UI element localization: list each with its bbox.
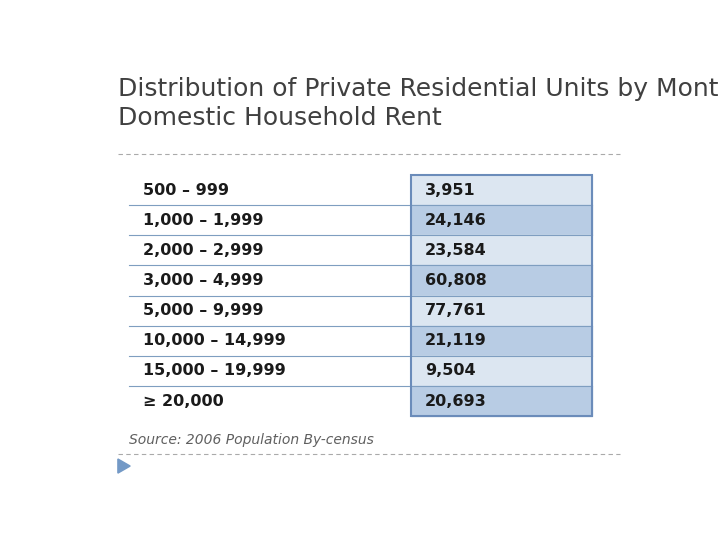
- Bar: [411, 326, 593, 356]
- Bar: [129, 175, 411, 205]
- Bar: [129, 295, 411, 326]
- Bar: [411, 175, 593, 416]
- Text: 15,000 – 19,999: 15,000 – 19,999: [143, 363, 286, 379]
- Text: 9,504: 9,504: [425, 363, 475, 379]
- Bar: [411, 235, 593, 266]
- Text: 5,000 – 9,999: 5,000 – 9,999: [143, 303, 264, 318]
- Text: 2,000 – 2,999: 2,000 – 2,999: [143, 243, 264, 258]
- Text: 77,761: 77,761: [425, 303, 487, 318]
- Text: 10,000 – 14,999: 10,000 – 14,999: [143, 333, 286, 348]
- Bar: [129, 205, 411, 235]
- Text: 60,808: 60,808: [425, 273, 487, 288]
- Text: 500 – 999: 500 – 999: [143, 183, 229, 198]
- Text: Distribution of Private Residential Units by Monthly
Domestic Household Rent: Distribution of Private Residential Unit…: [118, 77, 720, 130]
- Bar: [411, 266, 593, 295]
- Bar: [411, 175, 593, 205]
- Text: 24,146: 24,146: [425, 213, 487, 228]
- Text: ≥ 20,000: ≥ 20,000: [143, 394, 224, 409]
- Bar: [411, 356, 593, 386]
- Bar: [411, 205, 593, 235]
- Text: Source: 2006 Population By-census: Source: 2006 Population By-census: [129, 433, 374, 447]
- Text: 3,000 – 4,999: 3,000 – 4,999: [143, 273, 264, 288]
- Polygon shape: [118, 459, 130, 473]
- Text: 21,119: 21,119: [425, 333, 487, 348]
- Bar: [129, 326, 411, 356]
- Bar: [129, 356, 411, 386]
- Text: 1,000 – 1,999: 1,000 – 1,999: [143, 213, 264, 228]
- Bar: [129, 266, 411, 295]
- Text: 20,693: 20,693: [425, 394, 487, 409]
- Bar: [129, 235, 411, 266]
- Text: 3,951: 3,951: [425, 183, 475, 198]
- Bar: [411, 295, 593, 326]
- Text: 23,584: 23,584: [425, 243, 487, 258]
- Bar: [411, 386, 593, 416]
- Bar: [129, 386, 411, 416]
